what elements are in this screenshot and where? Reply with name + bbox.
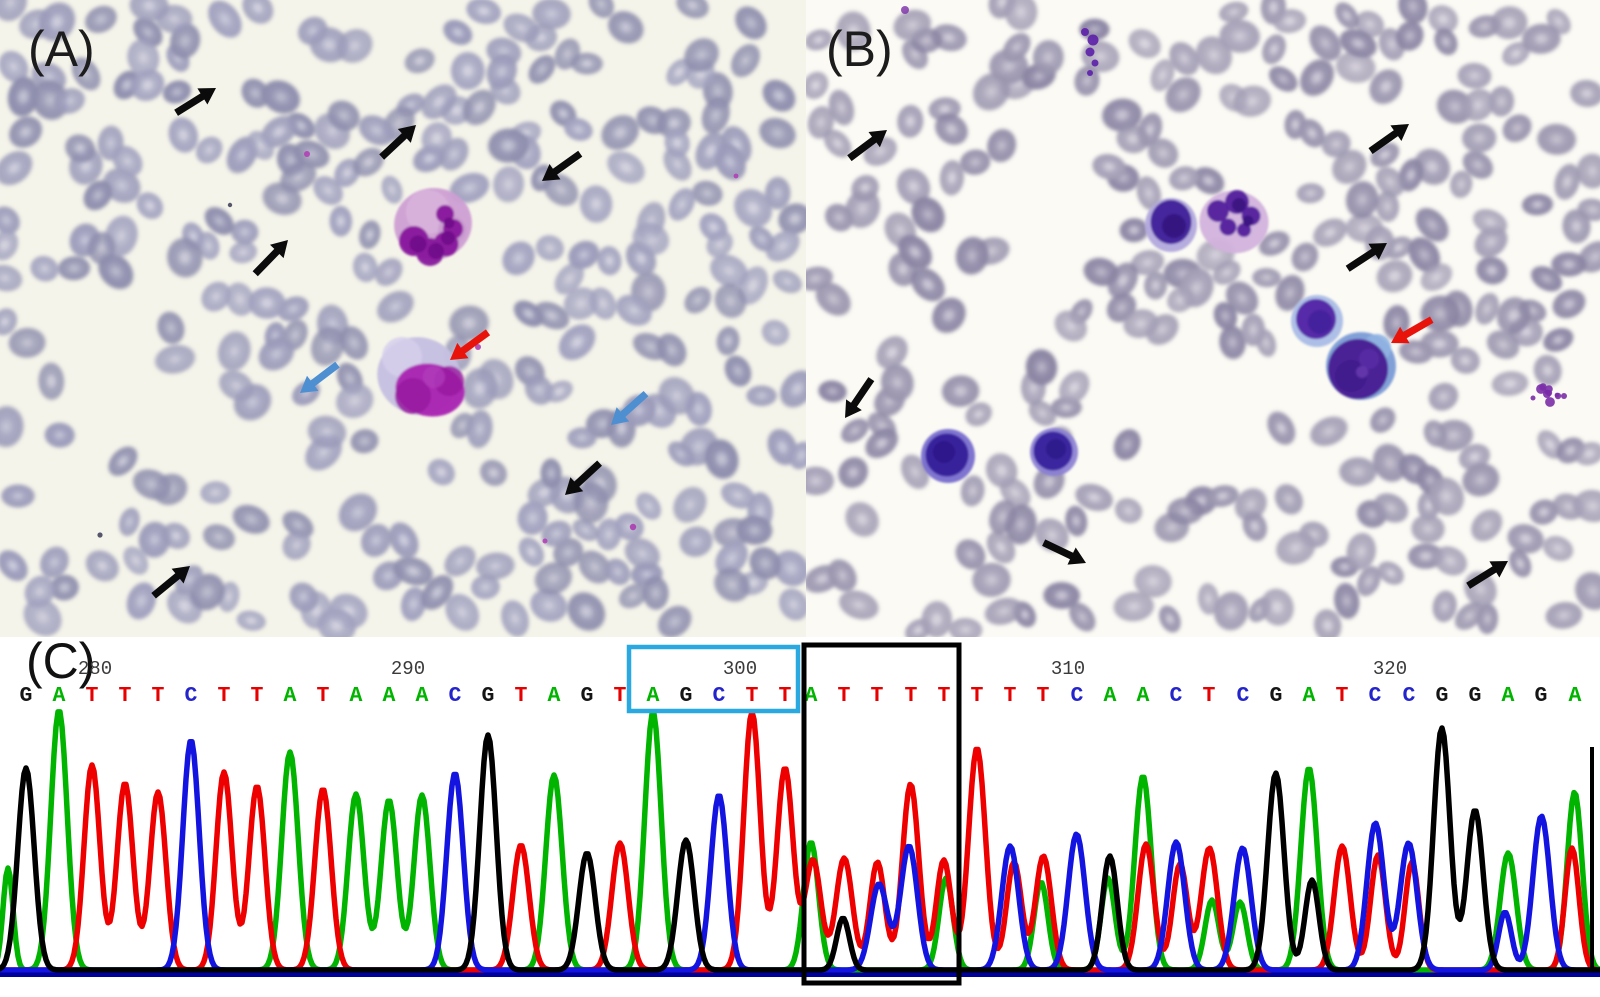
svg-text:320: 320: [1373, 658, 1407, 680]
svg-text:T: T: [152, 684, 165, 708]
svg-text:T: T: [1004, 684, 1017, 708]
svg-text:300: 300: [723, 658, 757, 680]
svg-text:C: C: [1369, 684, 1382, 708]
svg-text:A: A: [416, 684, 429, 708]
svg-text:280: 280: [78, 658, 112, 680]
svg-text:A: A: [1569, 684, 1582, 708]
svg-text:T: T: [317, 684, 330, 708]
svg-text:T: T: [1336, 684, 1349, 708]
svg-text:C: C: [713, 684, 726, 708]
svg-text:T: T: [1203, 684, 1216, 708]
svg-text:(C): (C): [26, 633, 95, 689]
svg-text:A: A: [53, 684, 66, 708]
svg-text:G: G: [1436, 684, 1449, 708]
svg-text:T: T: [779, 684, 792, 708]
svg-text:T: T: [1037, 684, 1050, 708]
svg-text:G: G: [1535, 684, 1548, 708]
svg-text:G: G: [581, 684, 594, 708]
svg-text:G: G: [482, 684, 495, 708]
svg-text:C: C: [185, 684, 198, 708]
svg-text:(A): (A): [28, 21, 95, 77]
svg-text:A: A: [1303, 684, 1316, 708]
svg-text:C: C: [1170, 684, 1183, 708]
svg-text:A: A: [383, 684, 396, 708]
svg-text:A: A: [1104, 684, 1117, 708]
svg-text:A: A: [1502, 684, 1515, 708]
svg-text:G: G: [1469, 684, 1482, 708]
svg-text:A: A: [548, 684, 561, 708]
svg-text:(B): (B): [826, 21, 893, 77]
svg-text:290: 290: [391, 658, 425, 680]
svg-text:T: T: [119, 684, 132, 708]
svg-text:T: T: [838, 684, 851, 708]
svg-text:C: C: [449, 684, 462, 708]
svg-text:C: C: [1071, 684, 1084, 708]
svg-text:T: T: [614, 684, 627, 708]
svg-text:A: A: [350, 684, 363, 708]
svg-text:T: T: [86, 684, 99, 708]
svg-text:T: T: [871, 684, 884, 708]
svg-text:T: T: [971, 684, 984, 708]
svg-text:T: T: [938, 684, 951, 708]
svg-text:A: A: [284, 684, 297, 708]
svg-text:T: T: [905, 684, 918, 708]
svg-text:G: G: [20, 684, 33, 708]
svg-text:310: 310: [1051, 658, 1085, 680]
svg-text:A: A: [1137, 684, 1150, 708]
svg-text:T: T: [515, 684, 528, 708]
svg-text:G: G: [680, 684, 693, 708]
svg-text:C: C: [1403, 684, 1416, 708]
svg-text:T: T: [218, 684, 231, 708]
svg-text:G: G: [1270, 684, 1283, 708]
svg-text:A: A: [805, 684, 818, 708]
svg-text:C: C: [1237, 684, 1250, 708]
svg-text:A: A: [647, 684, 660, 708]
svg-text:T: T: [746, 684, 759, 708]
svg-text:T: T: [251, 684, 264, 708]
